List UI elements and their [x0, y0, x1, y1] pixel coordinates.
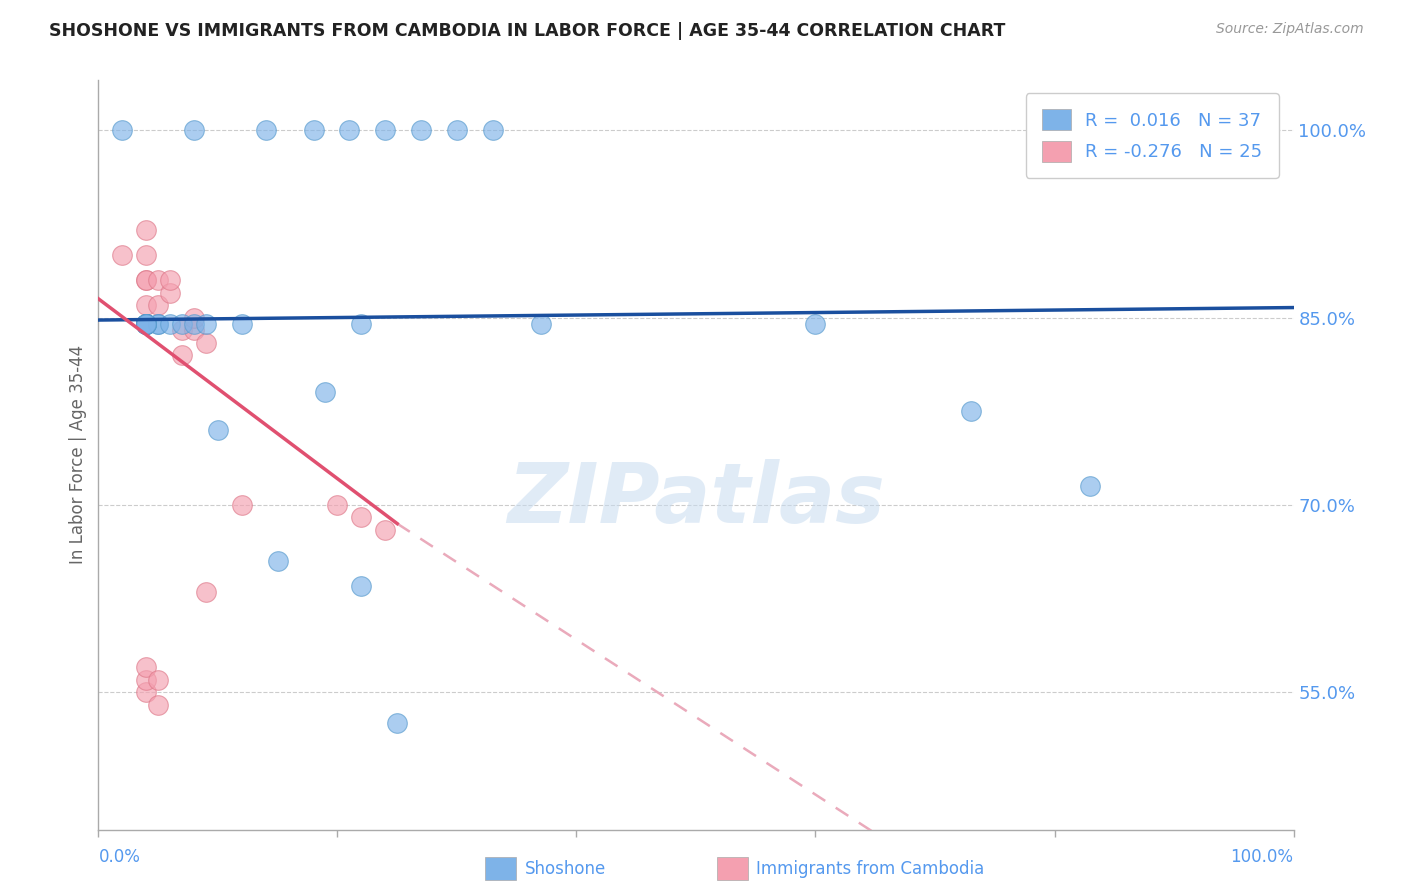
Point: [135, 317, 157, 331]
Point: [172, 317, 194, 331]
Point: [135, 273, 157, 287]
Point: [350, 579, 373, 593]
Text: Immigrants from Cambodia: Immigrants from Cambodia: [756, 860, 984, 878]
Point: [111, 123, 134, 137]
Text: 100.0%: 100.0%: [1230, 848, 1294, 866]
Point: [135, 673, 157, 687]
Point: [1080, 479, 1102, 493]
Point: [374, 523, 396, 537]
Point: [135, 223, 157, 237]
Point: [374, 123, 396, 137]
Point: [135, 248, 157, 262]
Point: [135, 317, 157, 331]
Point: [135, 273, 157, 287]
Point: [195, 335, 218, 350]
Point: [135, 317, 157, 331]
Text: ZIPatlas: ZIPatlas: [508, 459, 884, 541]
Point: [183, 317, 205, 331]
Point: [135, 660, 157, 674]
Point: [530, 317, 553, 331]
Point: [207, 423, 229, 437]
Point: [446, 123, 468, 137]
Point: [159, 285, 181, 300]
Point: [302, 123, 325, 137]
Point: [135, 317, 157, 331]
Point: [135, 298, 157, 312]
Point: [135, 317, 157, 331]
Point: [195, 317, 218, 331]
Point: [135, 317, 157, 331]
Y-axis label: In Labor Force | Age 35-44: In Labor Force | Age 35-44: [69, 345, 87, 565]
Point: [159, 317, 181, 331]
Point: [148, 317, 170, 331]
Point: [148, 698, 170, 712]
Point: [385, 716, 409, 731]
Point: [267, 554, 290, 568]
Point: [135, 317, 157, 331]
Point: [172, 323, 194, 337]
Point: [135, 317, 157, 331]
Point: [183, 310, 205, 325]
Point: [183, 123, 205, 137]
Point: [350, 317, 373, 331]
Point: [159, 273, 181, 287]
Point: [411, 123, 433, 137]
Point: [148, 673, 170, 687]
Point: [315, 385, 337, 400]
Text: Shoshone: Shoshone: [524, 860, 606, 878]
Point: [111, 248, 134, 262]
Point: [135, 317, 157, 331]
Point: [148, 273, 170, 287]
Text: 0.0%: 0.0%: [98, 848, 141, 866]
Point: [481, 123, 505, 137]
Point: [326, 498, 349, 512]
Point: [148, 317, 170, 331]
Point: [183, 323, 205, 337]
Point: [135, 317, 157, 331]
Point: [195, 585, 218, 599]
Point: [339, 123, 361, 137]
Point: [231, 317, 253, 331]
Point: [350, 510, 373, 524]
Text: Source: ZipAtlas.com: Source: ZipAtlas.com: [1216, 22, 1364, 37]
Point: [148, 298, 170, 312]
Point: [172, 348, 194, 362]
Point: [231, 498, 253, 512]
Point: [804, 317, 827, 331]
Legend: R =  0.016   N = 37, R = -0.276   N = 25: R = 0.016 N = 37, R = -0.276 N = 25: [1025, 93, 1278, 178]
Point: [135, 685, 157, 699]
Point: [135, 317, 157, 331]
Point: [960, 404, 983, 418]
Text: SHOSHONE VS IMMIGRANTS FROM CAMBODIA IN LABOR FORCE | AGE 35-44 CORRELATION CHAR: SHOSHONE VS IMMIGRANTS FROM CAMBODIA IN …: [49, 22, 1005, 40]
Point: [254, 123, 277, 137]
